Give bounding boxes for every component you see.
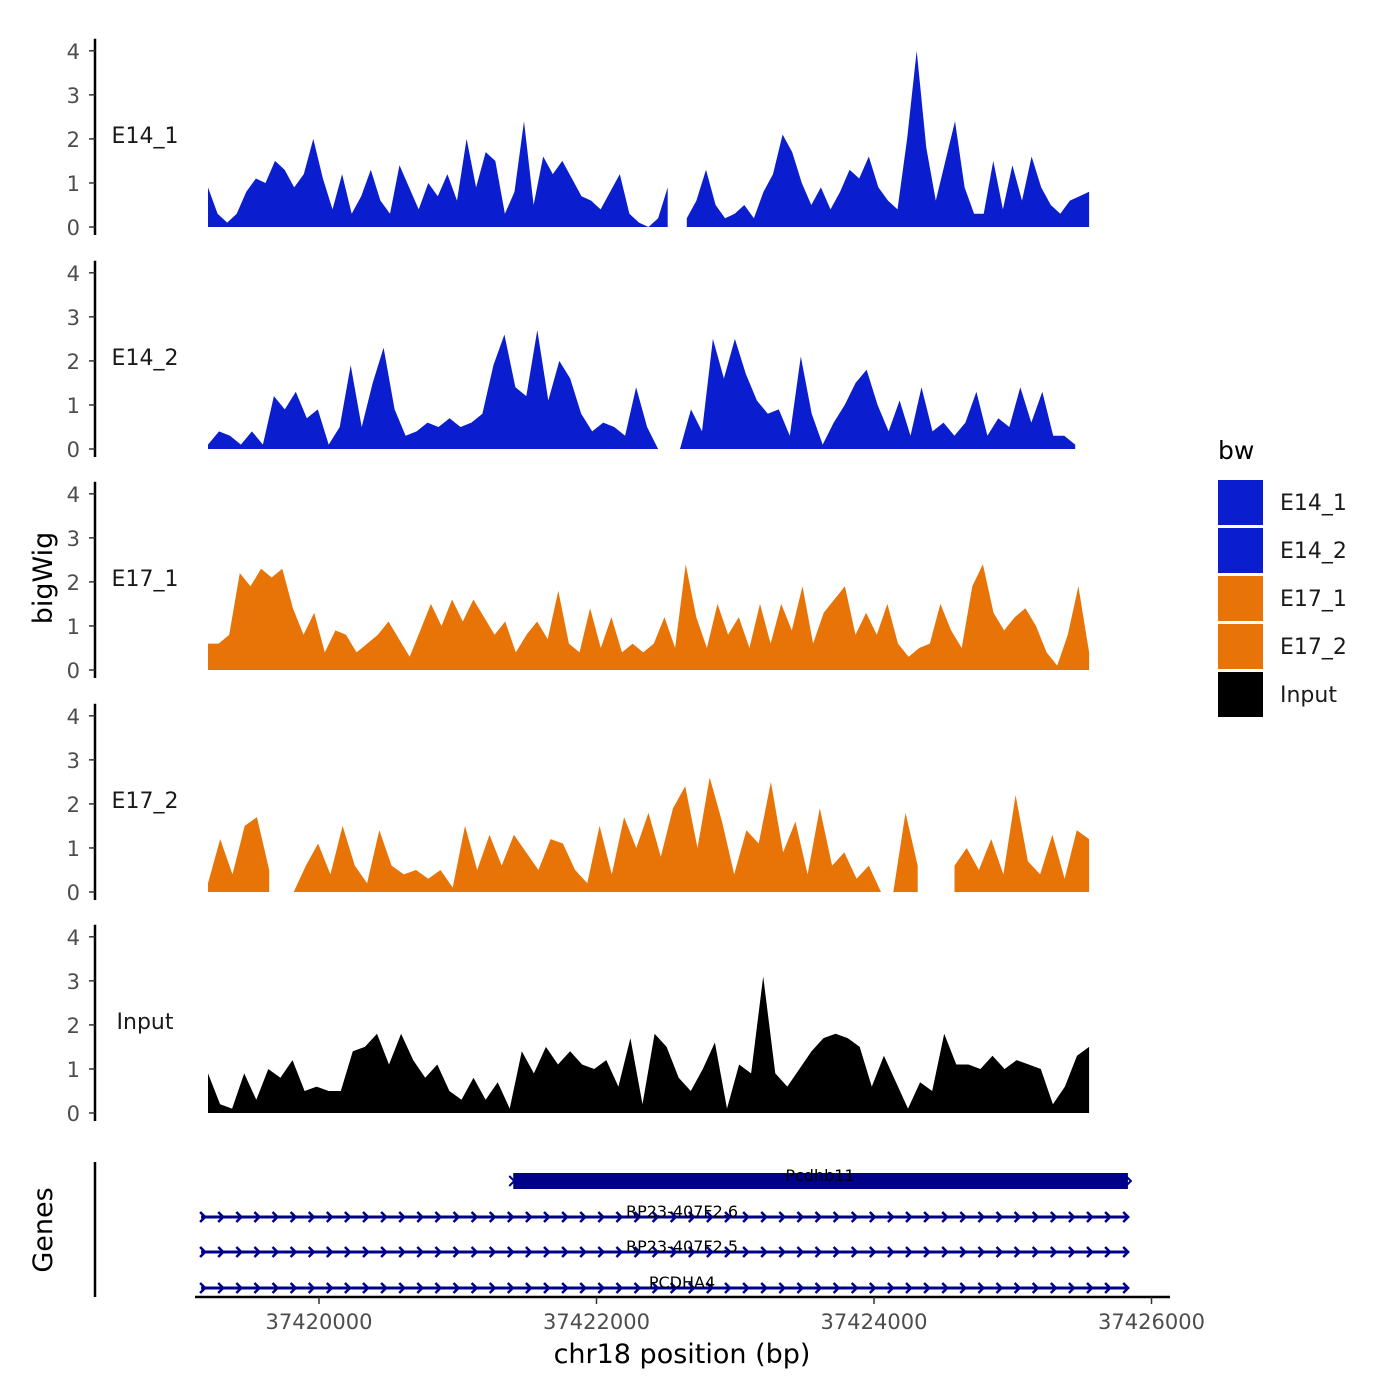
y-axis-title: bigWig bbox=[28, 532, 59, 625]
y-tick-label: 1 bbox=[67, 837, 80, 861]
area-Input bbox=[208, 976, 1090, 1113]
gene-label: Pcdhb11 bbox=[785, 1166, 854, 1185]
y-tick-label: 2 bbox=[67, 1014, 80, 1038]
y-tick-label: 3 bbox=[67, 970, 80, 994]
gene-label: PCDHA4 bbox=[649, 1273, 715, 1292]
y-tick-label: 1 bbox=[67, 615, 80, 639]
track-label: E14_1 bbox=[112, 124, 179, 149]
y-tick-label: 4 bbox=[67, 40, 80, 64]
y-tick-label: 2 bbox=[67, 793, 80, 817]
legend-swatch bbox=[1218, 672, 1263, 717]
y-tick-label: 4 bbox=[67, 926, 80, 950]
genes-axis-title: Genes bbox=[28, 1187, 59, 1272]
track-label: E17_1 bbox=[112, 567, 179, 592]
y-tick-label: 0 bbox=[67, 216, 80, 240]
legend-label: E17_2 bbox=[1280, 635, 1347, 660]
legend-swatch bbox=[1218, 624, 1263, 669]
y-tick-label: 1 bbox=[67, 394, 80, 418]
legend-label: E17_1 bbox=[1280, 587, 1347, 612]
strand-arrow bbox=[1125, 1175, 1133, 1187]
x-tick-label: 37422000 bbox=[543, 1310, 650, 1334]
track-E14_2: 0 1 2 3 4 E14_2 bbox=[67, 260, 1076, 462]
x-axis-title: chr18 position (bp) bbox=[554, 1339, 811, 1370]
gene-label: RP23-407F2.5 bbox=[626, 1237, 738, 1256]
track-panels: 0 1 2 3 4 E14_1 0 1 2 3 4 E14_2 0 1 2 3 4 E17_1 0 1 2 3 4 E17_2… bbox=[67, 38, 1090, 1126]
legend-entry-E14_1: E14_1 bbox=[1218, 480, 1347, 525]
legend-swatch bbox=[1218, 576, 1263, 621]
y-tick-label: 2 bbox=[67, 350, 80, 374]
y-tick-label: 2 bbox=[67, 128, 80, 152]
track-Input: 0 1 2 3 4 Input bbox=[67, 924, 1090, 1126]
gene-RP23-407F2.5: RP23-407F2.5 bbox=[199, 1237, 1130, 1258]
strand-arrows bbox=[199, 1246, 1130, 1258]
track-E17_2: 0 1 2 3 4 E17_2 bbox=[67, 703, 1090, 905]
area-E17_2 bbox=[208, 777, 1090, 892]
y-tick-label: 1 bbox=[67, 1058, 80, 1082]
y-tick-label: 3 bbox=[67, 749, 80, 773]
legend-swatch bbox=[1218, 480, 1263, 525]
strand-arrows bbox=[199, 1282, 1130, 1294]
x-tick-label: 37426000 bbox=[1098, 1310, 1205, 1334]
legend-label: Input bbox=[1280, 683, 1337, 708]
legend-swatch bbox=[1218, 528, 1263, 573]
x-tick-label: 37424000 bbox=[821, 1310, 928, 1334]
area-E17_1 bbox=[208, 564, 1090, 670]
y-tick-label: 0 bbox=[67, 659, 80, 683]
y-tick-label: 4 bbox=[67, 705, 80, 729]
legend-entry-E17_2: E17_2 bbox=[1218, 624, 1347, 669]
track-label: Input bbox=[117, 1010, 174, 1035]
y-tick-label: 3 bbox=[67, 84, 80, 108]
legend-entry-Input: Input bbox=[1218, 672, 1337, 717]
gene-Pcdhb11: Pcdhb11 bbox=[508, 1166, 1133, 1189]
y-tick-label: 3 bbox=[67, 306, 80, 330]
y-tick-label: 1 bbox=[67, 172, 80, 196]
y-tick-label: 3 bbox=[67, 527, 80, 551]
gene-RP23-407F2.6: RP23-407F2.6 bbox=[199, 1202, 1130, 1223]
x-tick-label: 37420000 bbox=[266, 1310, 373, 1334]
legend-label: E14_1 bbox=[1280, 491, 1347, 516]
gene-label: RP23-407F2.6 bbox=[626, 1202, 738, 1221]
track-E14_1: 0 1 2 3 4 E14_1 bbox=[67, 38, 1090, 240]
track-label: E14_2 bbox=[112, 346, 179, 371]
legend-title: bw bbox=[1218, 436, 1254, 465]
y-tick-label: 0 bbox=[67, 1102, 80, 1126]
y-tick-label: 2 bbox=[67, 571, 80, 595]
y-tick-label: 0 bbox=[67, 881, 80, 905]
y-tick-label: 0 bbox=[67, 438, 80, 462]
legend-label: E14_2 bbox=[1280, 539, 1347, 564]
track-label: E17_2 bbox=[112, 789, 179, 814]
area-E14_1 bbox=[208, 50, 1090, 227]
legend-entry-E14_2: E14_2 bbox=[1218, 528, 1347, 573]
strand-arrow bbox=[508, 1175, 516, 1187]
legend: bw E14_1 E14_2 E17_1 E17_2 Input bbox=[1218, 436, 1347, 717]
area-E14_2 bbox=[208, 330, 1076, 449]
y-tick-label: 4 bbox=[67, 262, 80, 286]
gene-PCDHA4: PCDHA4 bbox=[199, 1273, 1130, 1294]
y-tick-label: 4 bbox=[67, 483, 80, 507]
legend-entry-E17_1: E17_1 bbox=[1218, 576, 1347, 621]
gene-track: Pcdhb11 RP23-407F2.6 RP23-407F2.5 PCDHA4 bbox=[93, 1162, 1133, 1297]
strand-arrows bbox=[199, 1211, 1130, 1223]
gene-body bbox=[513, 1173, 1128, 1189]
track-E17_1: 0 1 2 3 4 E17_1 bbox=[67, 481, 1090, 683]
x-axis: 37420000 37422000 37424000 37426000 bbox=[195, 1295, 1205, 1334]
